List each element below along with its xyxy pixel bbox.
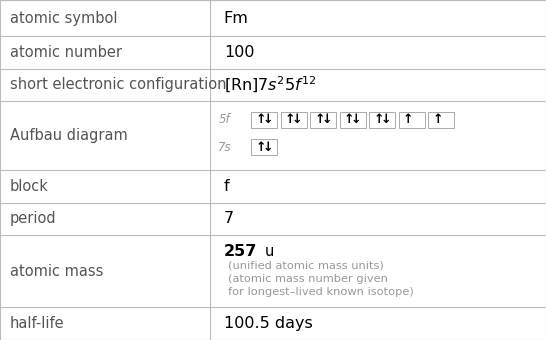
Text: for longest–lived known isotope): for longest–lived known isotope) <box>228 287 414 298</box>
Text: ↑: ↑ <box>344 113 354 126</box>
Bar <box>251 112 277 128</box>
Bar <box>428 112 454 128</box>
Text: ↑: ↑ <box>432 113 443 126</box>
Bar <box>340 112 366 128</box>
Text: ↓: ↓ <box>263 141 273 154</box>
Bar <box>251 139 277 155</box>
Bar <box>310 112 336 128</box>
Text: 100: 100 <box>224 45 254 60</box>
Text: ↓: ↓ <box>263 113 273 126</box>
Text: ↑: ↑ <box>314 113 325 126</box>
Bar <box>369 112 395 128</box>
Text: ↓: ↓ <box>381 113 391 126</box>
Text: ↓: ↓ <box>292 113 302 126</box>
Text: f: f <box>224 179 229 194</box>
Text: ↑: ↑ <box>285 113 295 126</box>
Text: 100.5 days: 100.5 days <box>224 316 313 331</box>
Text: atomic number: atomic number <box>10 45 122 60</box>
Text: atomic mass: atomic mass <box>10 264 103 279</box>
Text: short electronic configuration: short electronic configuration <box>10 78 227 92</box>
Text: period: period <box>10 211 56 226</box>
Text: 257: 257 <box>224 244 257 259</box>
Bar <box>399 112 425 128</box>
Text: 7s: 7s <box>218 141 232 154</box>
Text: Aufbau diagram: Aufbau diagram <box>10 128 128 143</box>
Text: $[\mathrm{Rn}]7s^2 5f^{12}$: $[\mathrm{Rn}]7s^2 5f^{12}$ <box>224 75 317 95</box>
Text: atomic symbol: atomic symbol <box>10 11 117 26</box>
Bar <box>281 112 307 128</box>
Text: ↓: ↓ <box>322 113 332 126</box>
Text: u: u <box>265 244 274 259</box>
Text: Fm: Fm <box>224 11 249 26</box>
Text: (unified atomic mass units): (unified atomic mass units) <box>228 260 384 270</box>
Text: ↑: ↑ <box>403 113 413 126</box>
Text: ↑: ↑ <box>373 113 384 126</box>
Text: (atomic mass number given: (atomic mass number given <box>228 274 388 284</box>
Text: half-life: half-life <box>10 316 64 331</box>
Text: block: block <box>10 179 49 194</box>
Text: ↓: ↓ <box>351 113 361 126</box>
Text: ↑: ↑ <box>256 113 266 126</box>
Text: 7: 7 <box>224 211 234 226</box>
Text: 5f: 5f <box>218 113 230 126</box>
Text: ↑: ↑ <box>256 141 266 154</box>
